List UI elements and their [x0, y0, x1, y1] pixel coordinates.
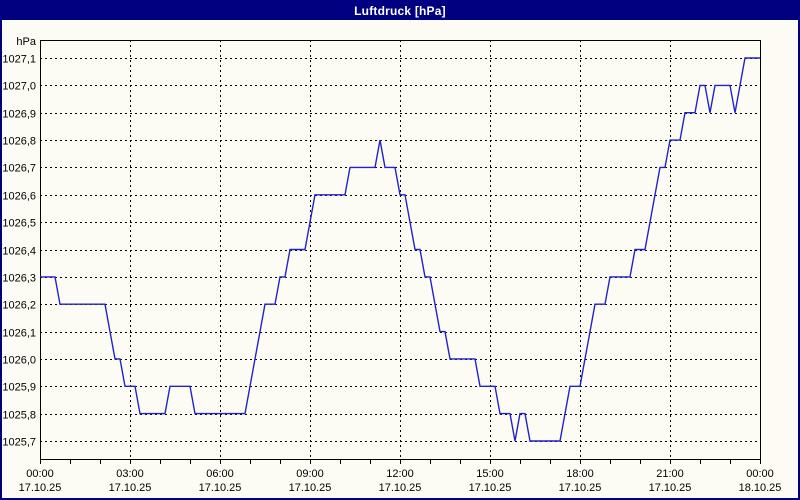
y-tick-label: 1026,3 — [2, 273, 36, 285]
y-tick-label: 1026,2 — [2, 300, 36, 312]
y-tick-label: 1026,6 — [2, 191, 36, 203]
x-tick-time-label: 06:00 — [206, 468, 234, 480]
y-tick-label: 1026,0 — [2, 355, 36, 367]
y-tick-label: 1027,1 — [2, 54, 36, 66]
x-tick-date-label: 18.10.25 — [739, 482, 782, 494]
y-tick-label: 1026,4 — [2, 246, 36, 258]
x-tick-time-label: 00:00 — [26, 468, 54, 480]
x-tick-date-label: 17.10.25 — [289, 482, 332, 494]
x-tick-time-label: 18:00 — [566, 468, 594, 480]
pressure-chart: 1027,1 1027,0 1026,9 1026,8 1026,7 1026,6 1026… — [2, 36, 782, 494]
chart-title-bar: Luftdruck [hPa] — [2, 2, 798, 20]
y-tick-label: 1025,9 — [2, 382, 36, 394]
y-tick-label: 1026,1 — [2, 328, 36, 340]
x-tick-date-label: 17.10.25 — [469, 482, 512, 494]
x-tick-time-label: 21:00 — [656, 468, 684, 480]
y-tick-label: 1025,7 — [2, 437, 36, 449]
x-tick-date-label: 17.10.25 — [379, 482, 422, 494]
y-tick-label: 1027,0 — [2, 81, 36, 93]
x-tick-time-label: 12:00 — [386, 468, 414, 480]
y-tick-label: 1026,7 — [2, 163, 36, 175]
x-tick-time-label: 00:00 — [746, 468, 774, 480]
y-tick-label: 1026,9 — [2, 109, 36, 121]
x-tick-time-label: 09:00 — [296, 468, 324, 480]
pressure-line — [40, 57, 760, 442]
chart-title: Luftdruck [hPa] — [354, 4, 446, 18]
x-tick-time-label: 03:00 — [116, 468, 144, 480]
y-tick-label: 1026,8 — [2, 136, 36, 148]
x-tick-date-label: 17.10.25 — [649, 482, 692, 494]
y-axis-unit-label: hPa — [16, 36, 36, 48]
x-tick-date-label: 17.10.25 — [199, 482, 242, 494]
x-tick-date-label: 17.10.25 — [109, 482, 152, 494]
x-tick-date-label: 17.10.25 — [19, 482, 62, 494]
x-tick-date-label: 17.10.25 — [559, 482, 602, 494]
y-tick-label: 1025,8 — [2, 410, 36, 422]
y-tick-label: 1026,5 — [2, 218, 36, 230]
x-tick-time-label: 15:00 — [476, 468, 504, 480]
